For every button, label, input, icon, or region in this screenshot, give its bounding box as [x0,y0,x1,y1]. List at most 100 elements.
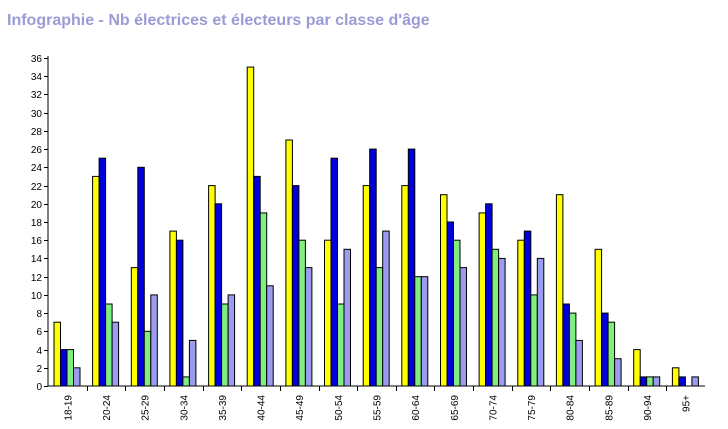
bar [214,203,223,387]
x-tick-label: 25-29 [141,395,152,421]
y-tick-label: 8 [36,309,42,320]
y-tick-label: 2 [36,364,42,375]
bar [633,349,641,387]
bar [291,185,300,387]
bar [498,257,506,387]
bar [375,267,384,387]
bar [440,194,448,387]
bar [259,212,268,387]
bar [60,349,68,387]
bar [246,66,255,387]
bar [169,230,177,387]
bar [208,185,216,387]
x-tick-label: 50-54 [334,395,345,421]
x-tick-label: 65-69 [450,395,461,421]
x-tick-label: 55-59 [373,395,384,421]
y-tick-label: 0 [36,382,42,393]
bar [453,239,461,387]
bar [459,267,467,387]
y-tick-label: 14 [31,254,43,265]
bar [491,248,500,387]
bar [66,349,74,387]
x-tick-label: 30-34 [179,395,190,421]
y-tick-label: 12 [31,273,43,284]
bar [182,376,190,387]
y-tick-label: 10 [31,291,43,302]
bar [221,303,229,387]
bar [175,239,184,387]
bar [568,312,577,387]
y-tick-label: 34 [31,72,43,83]
x-tick-label: 80-84 [566,395,577,421]
bar [446,221,454,387]
bar [253,175,261,387]
bar [523,230,532,387]
bar [337,303,345,387]
bar [678,376,686,387]
bar [362,185,371,387]
x-tick-label: 70-74 [488,395,499,421]
bar [607,321,616,387]
y-tick-label: 32 [31,90,43,101]
bar [285,139,293,387]
bar [343,248,351,387]
y-tick-label: 26 [31,145,43,156]
y-tick-label: 16 [31,236,43,247]
bar [407,148,416,387]
y-tick-label: 6 [36,327,42,338]
y-tick-label: 36 [31,54,43,65]
bar [143,330,152,387]
x-tick-label: 45-49 [295,395,306,421]
x-tick-label: 75-79 [527,395,538,421]
x-tick-label: 35-39 [218,395,229,421]
y-tick-label: 20 [31,200,43,211]
bar [53,321,61,387]
bar [517,239,525,387]
bar [227,294,236,387]
bar [98,157,107,387]
y-tick-label: 22 [31,182,43,193]
bar [330,157,338,387]
bar [324,239,332,387]
x-tick-label: 90-94 [643,395,654,421]
bar [92,175,100,387]
bar [137,166,145,387]
bar [652,376,661,387]
bar [614,358,622,387]
bar [575,339,583,387]
bar [304,267,313,387]
chart-title: Infographie - Nb électrices et électeurs… [7,12,430,29]
bar [130,267,139,387]
bar [562,303,570,387]
y-tick-label: 4 [36,346,42,357]
y-tick-label: 28 [31,127,43,138]
bar [485,203,493,387]
bar [594,248,603,387]
x-tick-label: 60-64 [411,395,422,421]
bar [382,230,390,387]
bar [369,148,377,387]
x-tick-label: 18-19 [63,395,74,421]
bar [601,312,609,387]
bar [150,294,158,387]
y-tick-label: 24 [31,163,43,174]
bar [266,285,274,387]
bar [298,239,306,387]
x-tick-label: 85-89 [604,395,615,421]
x-tick-label: 95+ [682,395,693,412]
bar [536,257,545,387]
x-tick-label: 40-44 [257,395,268,421]
bar [555,194,564,387]
bar [691,376,699,387]
bar [401,185,409,387]
bar [105,303,113,387]
bar [188,339,197,387]
bar [111,321,120,387]
bar [530,294,538,387]
x-tick-label: 20-24 [102,395,113,421]
bar [671,367,680,387]
bar [478,212,487,387]
bar [420,276,429,387]
bar [73,367,81,387]
